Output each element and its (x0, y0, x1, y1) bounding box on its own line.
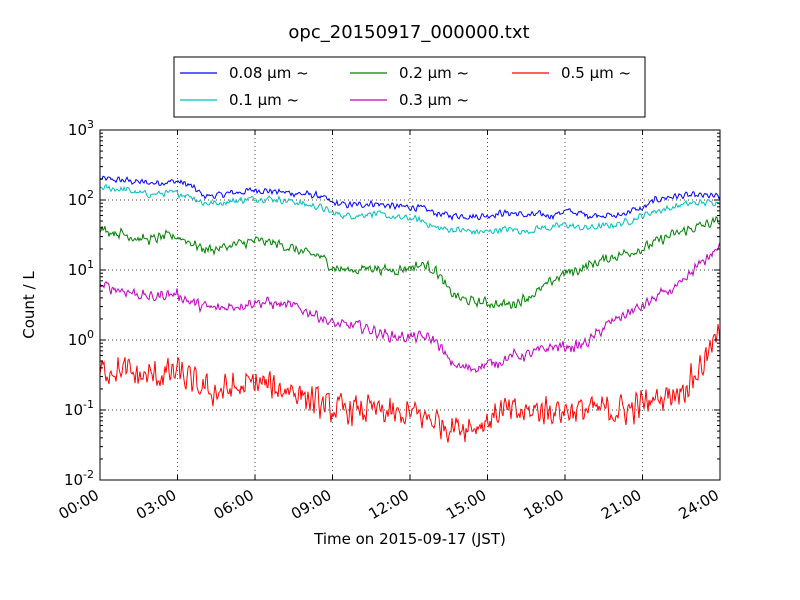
x-tick-label: 06:00 (211, 486, 257, 523)
y-tick-label: 10-1 (64, 398, 94, 419)
series-line (99, 216, 721, 310)
series-line (99, 324, 721, 443)
x-tick-label: 12:00 (366, 486, 412, 523)
chart-title: opc_20150917_000000.txt (288, 22, 529, 43)
x-tick-label: 00:00 (56, 486, 102, 523)
y-tick-label: 102 (68, 188, 94, 209)
x-tick-label: 18:00 (521, 486, 567, 523)
y-tick-label: 100 (68, 328, 94, 349)
series-layer (99, 175, 721, 443)
legend-box (173, 56, 646, 118)
series-line (99, 242, 721, 374)
series-line (99, 183, 721, 236)
plot-background (100, 130, 720, 480)
y-tick-label: 101 (68, 258, 94, 279)
legend-label: 0.2 μm ~ (399, 64, 469, 82)
series-line (99, 175, 721, 222)
legend: 0.08 μm ~ 0.1 μm ~ 0.2 μm ~ 0.3 μm ~ 0.5 μm … (173, 56, 646, 118)
x-tick-label: 03:00 (133, 486, 179, 523)
y-tick-label: 103 (68, 118, 94, 139)
legend-label: 0.08 μm ~ (229, 64, 309, 82)
x-tick-label: 24:00 (676, 486, 722, 523)
legend-label: 0.1 μm ~ (229, 91, 299, 109)
x-tick-label: 15:00 (443, 486, 489, 523)
grid (100, 130, 720, 480)
x-tick-label: 09:00 (288, 486, 334, 523)
y-axis-label: Count / L (20, 271, 38, 339)
y-tick-label: 10-2 (64, 468, 94, 489)
y-axis: 10-2 10-1 100 101 102 103 (64, 118, 720, 489)
x-axis-label: Time on 2015-09-17 (JST) (313, 530, 506, 548)
legend-label: 0.3 μm ~ (399, 91, 469, 109)
legend-label: 0.5 μm ~ (561, 64, 631, 82)
x-tick-label: 21:00 (598, 486, 644, 523)
